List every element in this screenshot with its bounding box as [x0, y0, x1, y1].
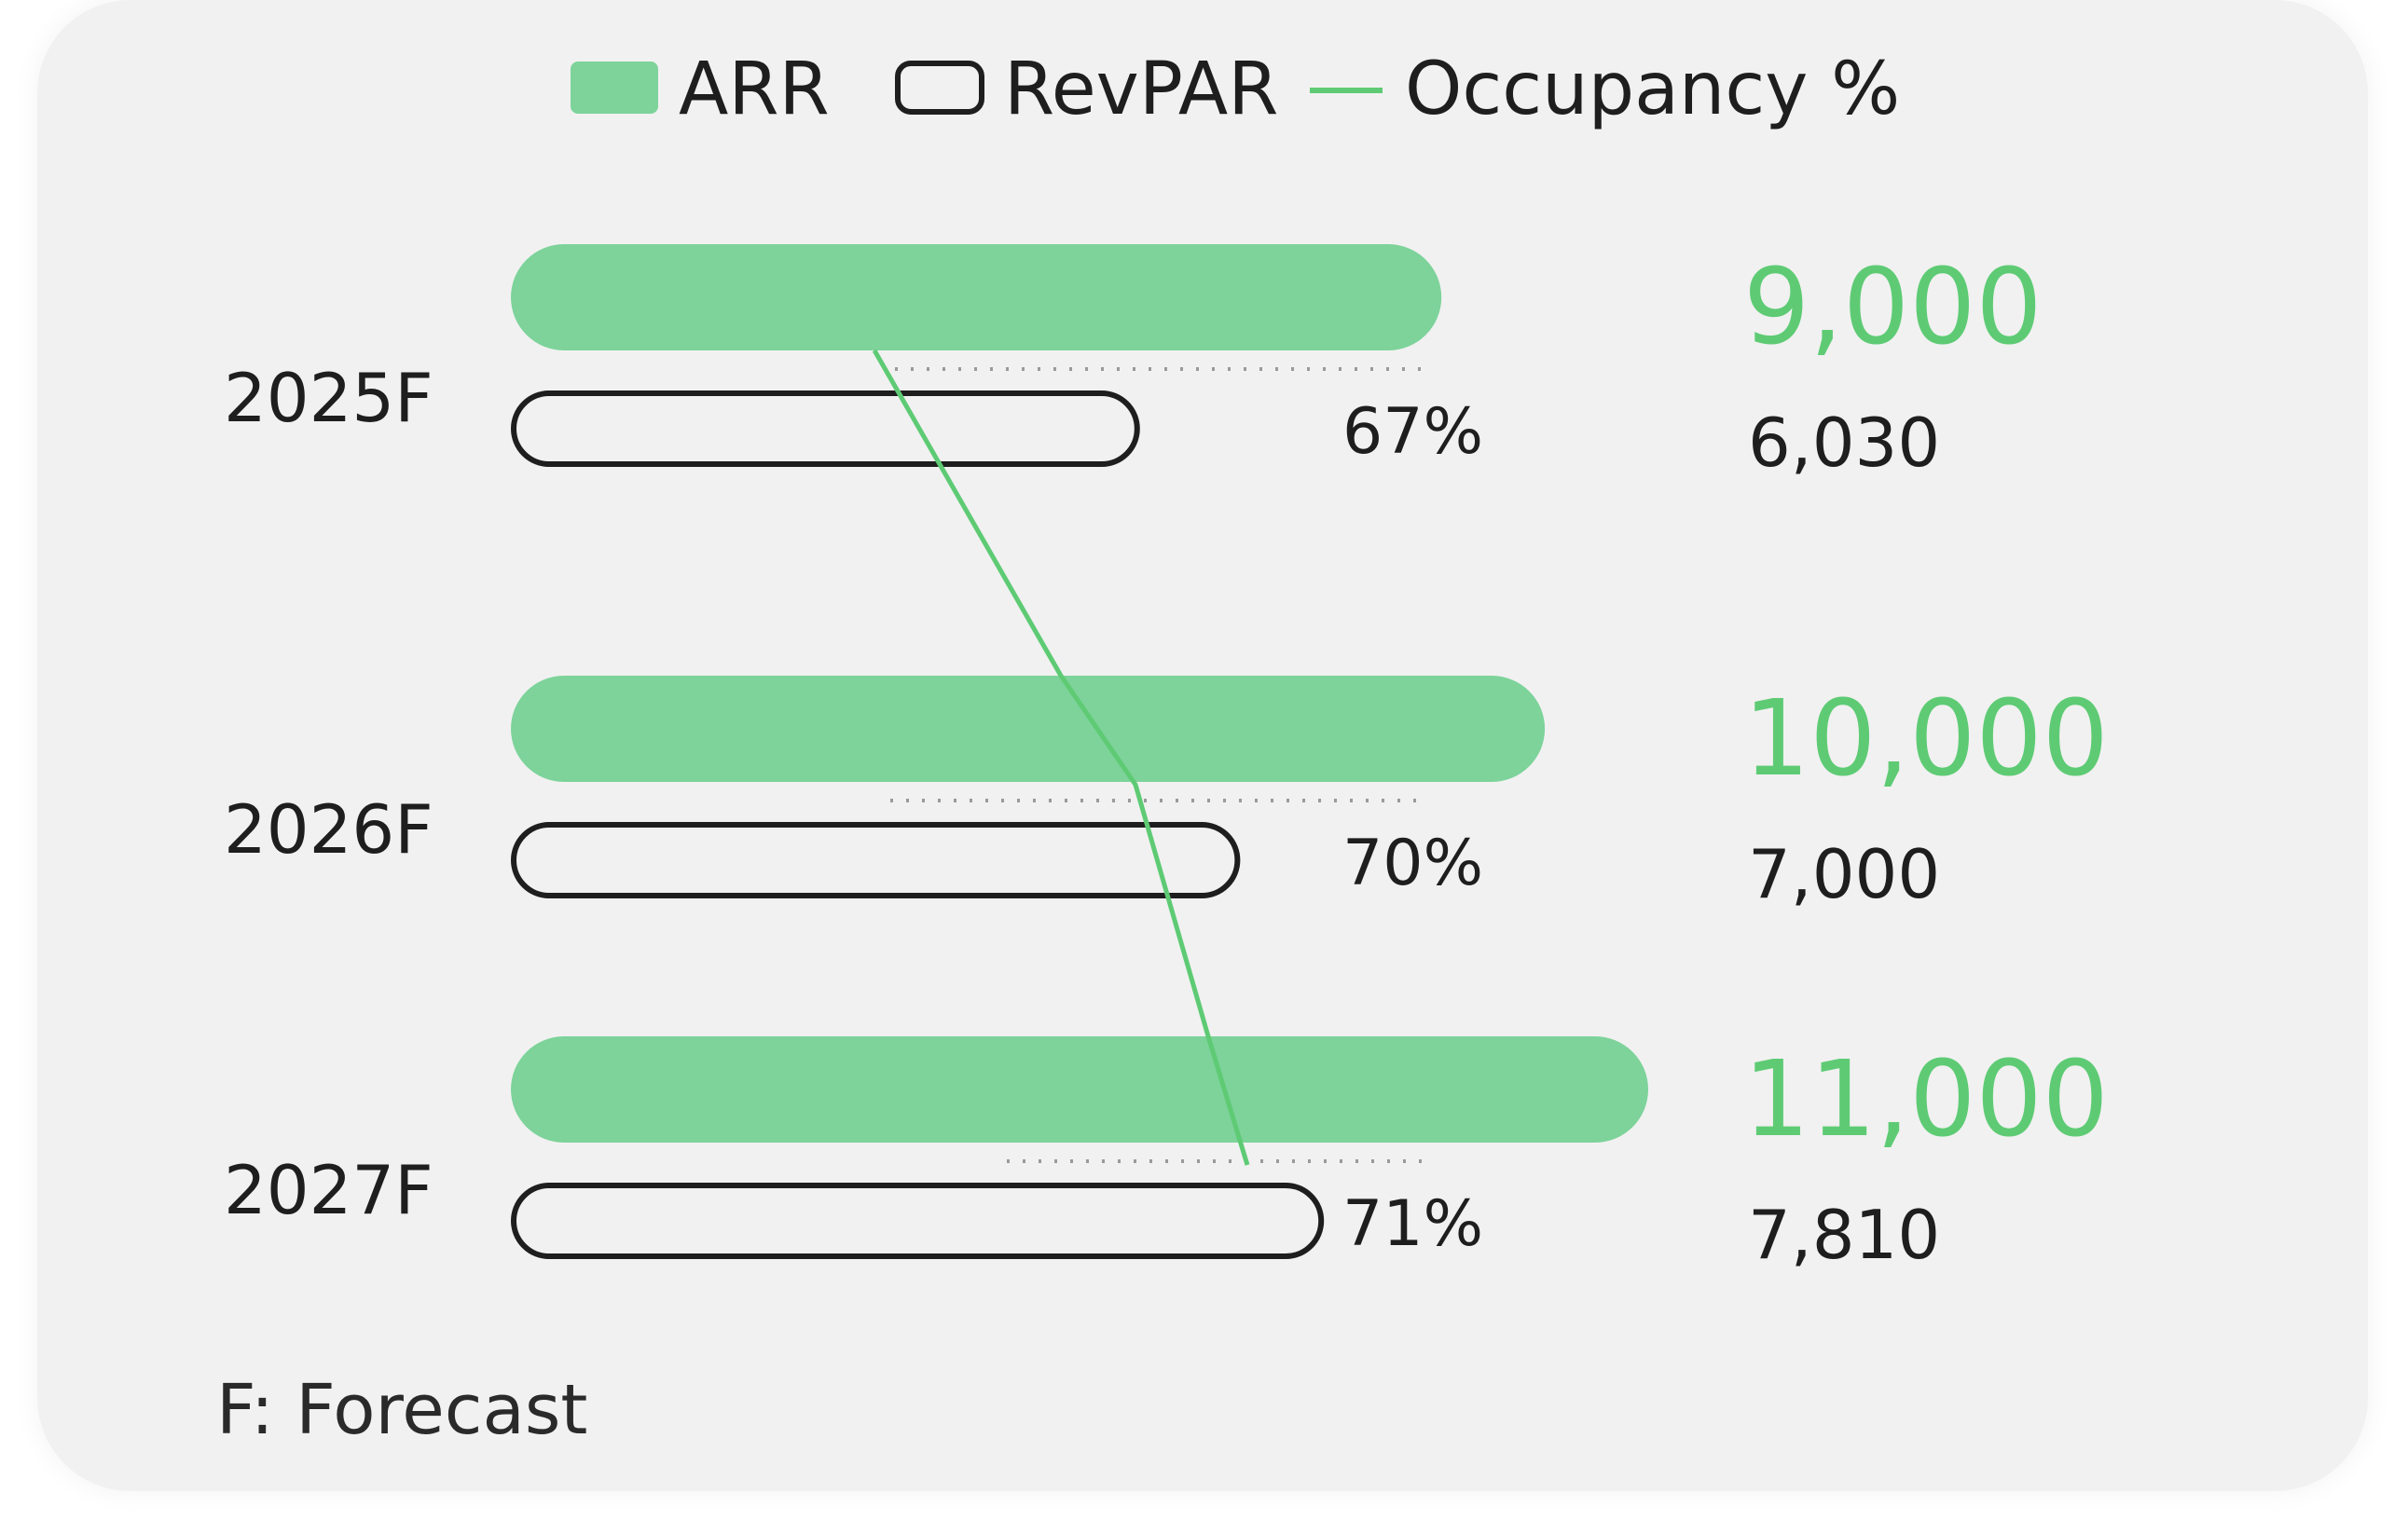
category-label-2027F: 2027F [224, 1151, 433, 1229]
legend-swatch-revpar [895, 61, 984, 115]
footnote: F: Forecast [216, 1370, 587, 1450]
arr-bar-2025F [511, 244, 1442, 350]
arr-value-2027F: 11,000 [1743, 1039, 2109, 1160]
category-label-2026F: 2026F [224, 790, 433, 869]
chart-marks: 2025F 67% 9,000 6,030 2026F 70% 10,000 7,000 202… [224, 244, 2109, 1274]
arr-value-2026F: 10,000 [1743, 678, 2109, 800]
revpar-bar-2027F [511, 1183, 1325, 1259]
revpar-value-2026F: 7,000 [1748, 835, 1940, 913]
revpar-value-2025F: 6,030 [1748, 404, 1940, 482]
revpar-bar-2026F [511, 822, 1241, 898]
revpar-bar-2025F [511, 390, 1140, 467]
legend-label-arr: ARR [679, 48, 830, 131]
legend-swatch-arr [571, 62, 658, 114]
arr-bar-2026F [511, 676, 1546, 782]
occupancy-label-2025F: 67% [1342, 395, 1483, 469]
occupancy-label-2026F: 70% [1342, 827, 1483, 900]
legend-label-revpar: RevPAR [1004, 48, 1278, 131]
occupancy-label-2027F: 71% [1342, 1187, 1483, 1261]
revpar-value-2027F: 7,810 [1748, 1196, 1940, 1274]
legend: ARR RevPAR Occupancy % [571, 48, 1900, 131]
arr-value-2025F: 9,000 [1743, 247, 2043, 368]
arr-bar-2027F [511, 1036, 1648, 1143]
category-label-2025F: 2025F [224, 359, 433, 437]
legend-label-occupancy: Occupancy % [1405, 48, 1900, 131]
occupancy-line [872, 349, 1250, 1166]
